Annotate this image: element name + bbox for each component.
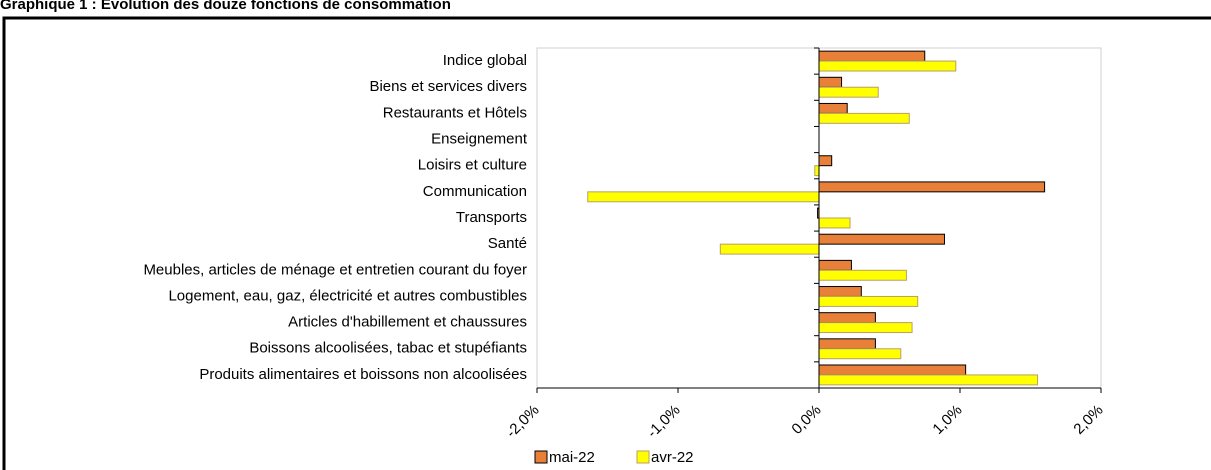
y-tick-label: Boissons alcoolisées, tabac et stupéfian… (249, 340, 527, 357)
bar (818, 374, 1039, 386)
y-tick-label: Santé (488, 235, 527, 252)
y-tick-label: Restaurants et Hôtels (383, 104, 527, 121)
y-tick-label: Indice global (443, 52, 527, 69)
legend-swatch (534, 450, 548, 464)
y-tick-label: Meubles, articles de ménage et entretien… (143, 261, 527, 278)
bar (818, 233, 945, 245)
bar (818, 76, 843, 88)
bar (814, 165, 820, 177)
bar (719, 243, 820, 255)
x-tick-label: -1,0% (644, 402, 684, 442)
bar (818, 286, 862, 297)
legend-swatch (636, 450, 650, 464)
x-tick-label: -2,0% (503, 402, 543, 442)
y-tick-label: Logement, eau, gaz, électricité et autre… (168, 287, 527, 304)
bar (818, 312, 876, 324)
y-tick-label: Communication (423, 183, 527, 200)
y-tick-label: Articles d'habillement et chaussures (288, 314, 527, 331)
bar (818, 86, 879, 98)
bar (818, 322, 913, 334)
bar (818, 60, 957, 72)
bar (818, 259, 852, 271)
y-tick-label: Loisirs et culture (418, 157, 527, 174)
chart-frame (2, 16, 1211, 470)
bar (818, 348, 902, 360)
x-tick-label: 2,0% (1070, 402, 1106, 438)
bar (818, 102, 848, 114)
bar (818, 295, 919, 307)
y-tick-label: Transports (456, 209, 527, 226)
chart-title: Graphique 1 : Evolution des douze foncti… (0, 0, 451, 13)
bar (818, 155, 833, 167)
bar (818, 217, 851, 229)
bar (818, 181, 1046, 193)
bar (818, 269, 907, 281)
y-tick-label: Enseignement (431, 131, 528, 148)
x-tick-label: 1,0% (929, 402, 965, 438)
y-tick-label: Biens et services divers (369, 78, 527, 95)
legend-label: mai-22 (549, 449, 595, 466)
bar (818, 112, 910, 124)
bar (818, 338, 876, 350)
y-tick-label: Produits alimentaires et boissons non al… (199, 366, 527, 383)
x-tick-label: 0,0% (788, 402, 824, 438)
bar (818, 364, 967, 376)
legend-label: avr-22 (651, 449, 694, 466)
bar (818, 50, 926, 62)
bar (587, 191, 820, 203)
